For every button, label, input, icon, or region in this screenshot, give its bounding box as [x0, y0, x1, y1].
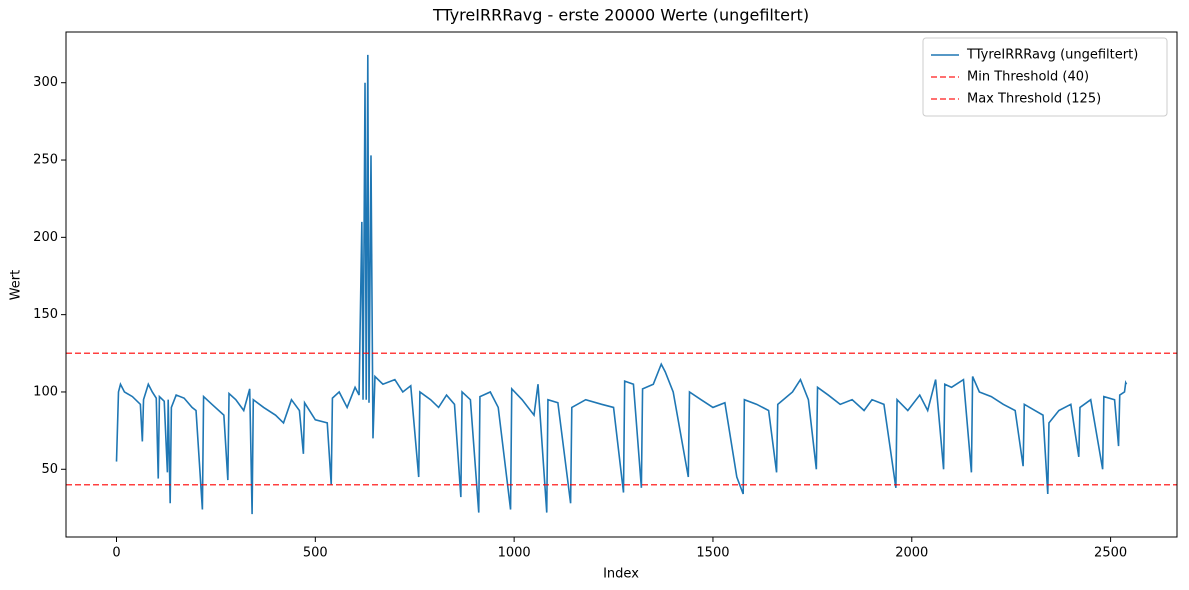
y-tick-label: 150 — [33, 307, 58, 322]
x-axis-label: Index — [603, 567, 639, 582]
y-tick-label: 200 — [33, 230, 58, 245]
legend-box — [922, 37, 1168, 117]
x-tick-label: 1500 — [696, 546, 729, 561]
legend-label: TTyreIRRRavg (ungefiltert) — [966, 48, 1138, 63]
legend-label: Min Threshold (40) — [967, 70, 1089, 85]
plot-frame — [65, 31, 1178, 538]
x-tick-label: 2000 — [895, 546, 928, 561]
x-tick-label: 1000 — [498, 546, 531, 561]
y-tick-label: 50 — [41, 462, 58, 477]
data-line — [115, 54, 1128, 515]
y-tick-label: 100 — [33, 384, 58, 399]
x-tick-label: 0 — [112, 546, 120, 561]
chart-title: TTyreIRRRavg - erste 20000 Werte (ungefi… — [432, 6, 809, 25]
x-tick-label: 500 — [303, 546, 328, 561]
legend-label: Max Threshold (125) — [967, 92, 1101, 107]
y-tick-label: 300 — [33, 75, 58, 90]
x-tick-label: 2500 — [1094, 546, 1127, 561]
y-axis-label: Wert — [9, 270, 24, 301]
y-tick-label: 250 — [33, 153, 58, 168]
